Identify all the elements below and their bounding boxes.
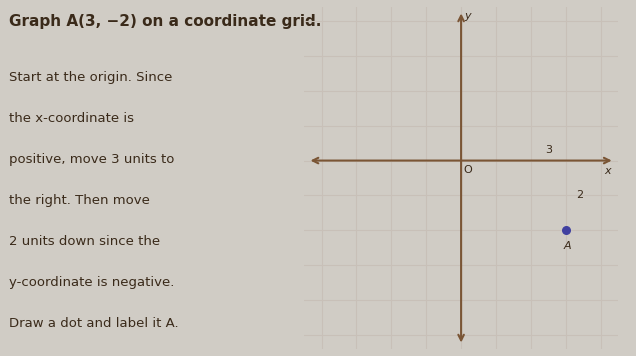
Text: positive, move 3 units to: positive, move 3 units to bbox=[9, 153, 174, 166]
Text: the right. Then move: the right. Then move bbox=[9, 194, 150, 207]
Text: y: y bbox=[465, 11, 471, 21]
Text: A: A bbox=[563, 241, 571, 251]
Text: Draw a dot and label it A.: Draw a dot and label it A. bbox=[9, 317, 179, 330]
Point bbox=[560, 227, 570, 233]
Text: y-coordinate is negative.: y-coordinate is negative. bbox=[9, 276, 174, 289]
Text: Graph A(3, −2) on a coordinate grid.: Graph A(3, −2) on a coordinate grid. bbox=[9, 14, 321, 29]
Text: 3: 3 bbox=[545, 145, 552, 155]
Text: Start at the origin. Since: Start at the origin. Since bbox=[9, 71, 172, 84]
Text: 2 units down since the: 2 units down since the bbox=[9, 235, 160, 248]
Text: 2: 2 bbox=[576, 190, 583, 200]
Text: x: x bbox=[604, 166, 611, 176]
Text: the x-coordinate is: the x-coordinate is bbox=[9, 112, 134, 125]
Text: O: O bbox=[463, 165, 472, 175]
